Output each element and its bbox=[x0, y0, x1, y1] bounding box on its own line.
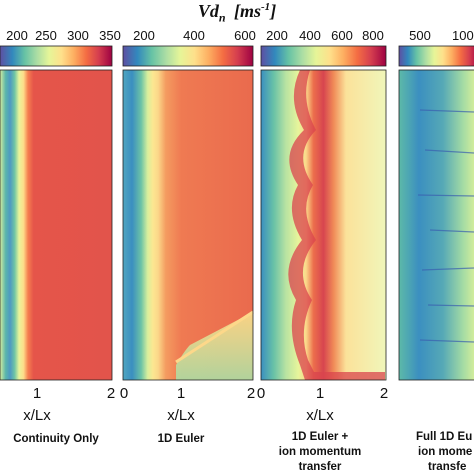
cbar-tick-label: 400 bbox=[299, 28, 321, 43]
cbar-tick-label: 200 bbox=[6, 28, 28, 43]
heatmap-ion-momentum bbox=[261, 70, 386, 380]
panel-label: 1D Euler + bbox=[292, 431, 349, 443]
panel-label: Full 1D Eu bbox=[416, 431, 472, 443]
heatmap-full-euler bbox=[399, 70, 474, 380]
colorbar-continuity bbox=[0, 45, 113, 67]
x-axis-label: x/Lx bbox=[167, 407, 195, 424]
cbar-tick-label: 800 bbox=[362, 28, 384, 43]
panel-1d-euler-ion-momentum: 200 400 600 800 0 1 2 x/Lx 1D Euler + io… bbox=[257, 28, 388, 473]
cbar-tick-label: 350 bbox=[99, 28, 121, 43]
heatmap-continuity bbox=[0, 70, 112, 380]
figure-title: Vdn [ms-1] bbox=[197, 1, 277, 25]
x-axis-label: x/Lx bbox=[23, 407, 51, 424]
x-tick-label: 1 bbox=[177, 385, 185, 402]
x-tick-label: 0 bbox=[120, 385, 128, 402]
panel-label: transfe bbox=[428, 461, 466, 473]
x-tick-label: 0 bbox=[257, 385, 265, 402]
x-tick-label: 1 bbox=[316, 385, 324, 402]
cbar-tick-label: 500 bbox=[409, 28, 431, 43]
cbar-tick-label: 250 bbox=[35, 28, 57, 43]
panel-label: transfer bbox=[299, 461, 342, 473]
cbar-tick-label: 200 bbox=[266, 28, 288, 43]
panel-label: Continuity Only bbox=[13, 433, 99, 445]
x-tick-label: 1 bbox=[33, 385, 41, 402]
x-tick-label: 2 bbox=[107, 385, 115, 402]
colorbar-1d-euler bbox=[122, 45, 254, 67]
plot-frame bbox=[0, 69, 113, 381]
heatmap-wedge-region bbox=[176, 312, 253, 380]
plot-frame bbox=[122, 69, 254, 381]
panel-label: ion mome bbox=[418, 446, 472, 458]
heatmap-streaks bbox=[417, 109, 474, 343]
cbar-tick-label: 300 bbox=[67, 28, 89, 43]
panel-label: 1D Euler bbox=[158, 433, 205, 445]
panel-continuity-only: 200 250 300 350 1 2 x/Lx Continuity Only bbox=[0, 28, 121, 445]
panel-1d-euler: 200 400 600 0 1 2 x/Lx 1D Euler bbox=[120, 28, 256, 445]
panel-full-1d-euler: 500 1000 Full 1D Eu ion mome transfe bbox=[398, 28, 474, 473]
colorbar-ion-momentum bbox=[260, 45, 387, 67]
x-tick-label: 2 bbox=[247, 385, 255, 402]
plot-frame bbox=[260, 69, 387, 381]
colorbar-full-euler bbox=[398, 45, 474, 67]
cbar-tick-label: 600 bbox=[234, 28, 256, 43]
cbar-tick-label: 600 bbox=[331, 28, 353, 43]
x-tick-label: 2 bbox=[380, 385, 388, 402]
panel-label: ion momentum bbox=[279, 446, 361, 458]
x-axis-label: x/Lx bbox=[306, 407, 334, 424]
cbar-tick-label: 400 bbox=[183, 28, 205, 43]
heatmap-peak-band bbox=[288, 70, 385, 380]
cbar-tick-label: 200 bbox=[133, 28, 155, 43]
cbar-tick-label: 1000 bbox=[452, 28, 474, 43]
heatmap-shock-line bbox=[175, 310, 254, 364]
plot-frame bbox=[398, 69, 474, 381]
